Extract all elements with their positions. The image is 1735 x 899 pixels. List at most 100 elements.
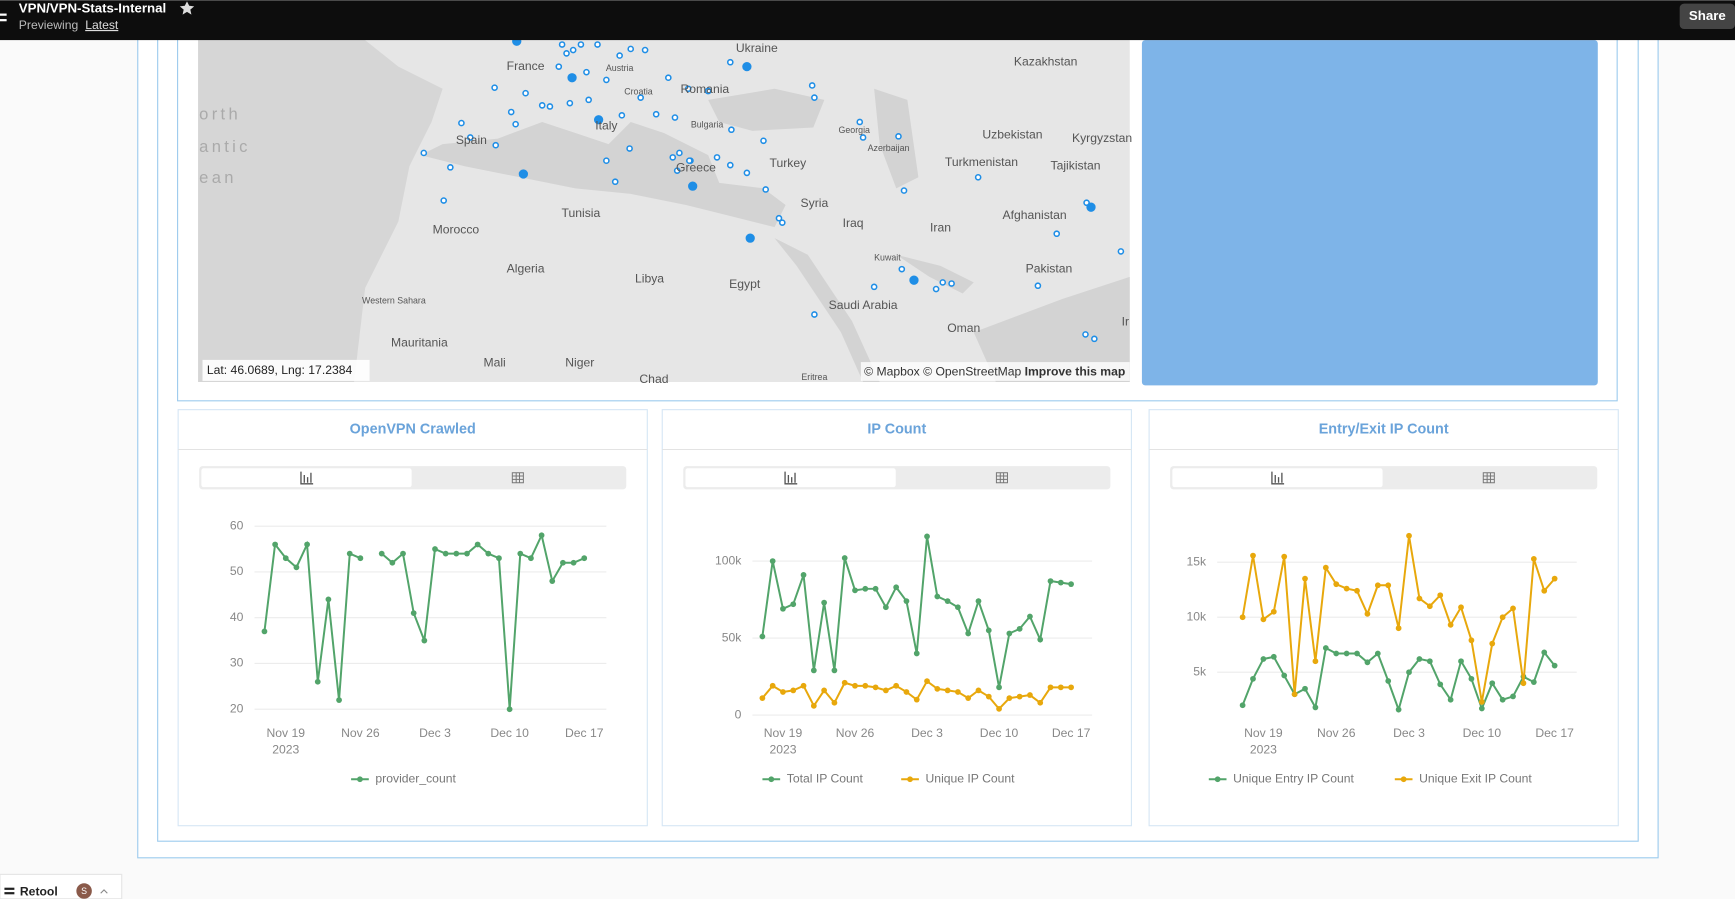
- avatar[interactable]: [76, 883, 92, 899]
- map-label: Eritrea: [801, 372, 827, 382]
- version-link[interactable]: Latest: [85, 18, 119, 32]
- data-point: [841, 679, 848, 686]
- map-marker: [762, 186, 770, 193]
- data-point: [882, 604, 889, 611]
- map-label: Western Sahara: [362, 296, 426, 306]
- legend-dot: [907, 776, 913, 783]
- data-point: [1395, 706, 1402, 713]
- data-point: [1499, 696, 1506, 703]
- map-marker: [466, 134, 474, 141]
- data-point: [996, 684, 1002, 691]
- panel-title: OpenVPN Crawled: [350, 421, 476, 437]
- data-point: [1250, 552, 1256, 559]
- data-point: [1437, 681, 1444, 688]
- map-label: Saudi Arabia: [829, 298, 898, 312]
- chart-icon: [784, 471, 798, 485]
- map-marker: [726, 161, 734, 169]
- map-marker: [808, 82, 816, 89]
- data-point: [538, 532, 545, 539]
- map-marker: [420, 149, 428, 157]
- map-marker: [728, 126, 735, 134]
- chart-view-tab[interactable]: [685, 468, 896, 488]
- mediterranean: [420, 121, 786, 228]
- data-point: [304, 541, 310, 548]
- data-point: [1006, 695, 1013, 701]
- map-label: orth: [199, 105, 241, 124]
- map-marker: [627, 45, 635, 53]
- data-point: [955, 689, 961, 695]
- data-point: [1510, 693, 1516, 700]
- map-marker: [611, 178, 619, 186]
- ocean: [198, 40, 443, 383]
- data-point: [903, 598, 910, 604]
- table-icon[interactable]: [511, 472, 524, 484]
- menu-icon[interactable]: [0, 13, 7, 16]
- share-label[interactable]: Share: [1689, 8, 1726, 23]
- map-marker: [856, 118, 864, 126]
- data-point: [1458, 604, 1464, 611]
- data-point: [336, 697, 342, 703]
- data-point: [1530, 556, 1537, 562]
- data-point: [1520, 680, 1527, 687]
- data-point: [570, 559, 577, 566]
- data-point: [975, 598, 982, 604]
- data-point: [1270, 653, 1277, 660]
- improve-map-link[interactable]: Improve this map: [1025, 364, 1126, 378]
- data-point: [1499, 614, 1506, 621]
- map-marker: [440, 197, 448, 204]
- legend-label[interactable]: provider_count: [375, 771, 456, 785]
- map-marker: [870, 283, 878, 291]
- legend-label[interactable]: Unique Entry IP Count: [1233, 771, 1354, 785]
- map-marker: [704, 87, 712, 95]
- map-marker: [895, 133, 902, 140]
- chart-view-tab[interactable]: [201, 468, 412, 488]
- data-point: [882, 687, 889, 694]
- map-marker: [1034, 282, 1042, 290]
- data-point: [913, 650, 920, 657]
- x-year-label: 2023: [769, 743, 796, 757]
- data-point: [1364, 659, 1371, 666]
- data-point: [1447, 696, 1454, 703]
- data-point: [1354, 650, 1360, 657]
- data-point: [893, 682, 900, 689]
- data-point: [464, 550, 470, 557]
- data-point: [944, 598, 951, 604]
- data-point: [378, 550, 385, 557]
- data-point: [1385, 582, 1392, 589]
- panel-title: IP Count: [867, 421, 926, 437]
- legend-label[interactable]: Unique Exit IP Count: [1419, 771, 1532, 785]
- data-point: [1333, 581, 1340, 588]
- series-line: [263, 532, 585, 710]
- data-point: [934, 593, 941, 600]
- data-point: [549, 578, 556, 584]
- star-icon[interactable]: [179, 1, 195, 15]
- menu-icon-line: [0, 19, 7, 22]
- map-marker: [859, 134, 867, 141]
- data-point: [1437, 592, 1444, 599]
- data-point: [1027, 613, 1033, 620]
- map-label: antic: [199, 137, 251, 156]
- avatar-initial: S: [81, 886, 87, 896]
- legend-label[interactable]: Total IP Count: [787, 771, 864, 785]
- map-marker: [898, 265, 906, 273]
- share-button[interactable]: [1679, 3, 1735, 30]
- map-label: Ukraine: [736, 41, 778, 55]
- data-point: [1551, 575, 1558, 582]
- data-point: [872, 585, 879, 592]
- x-tick-label: Nov 19: [1244, 726, 1283, 740]
- map-label: Morocco: [433, 223, 480, 237]
- footer-caret[interactable]: [100, 889, 108, 894]
- legend-label[interactable]: Unique IP Count: [926, 771, 1016, 785]
- data-point: [1322, 564, 1329, 571]
- map[interactable]: Lat: 46.0689, Lng: 17.2384 © Mapbox © Op…: [198, 36, 1132, 386]
- data-point: [1385, 678, 1392, 684]
- chart-view-tab[interactable]: [1172, 468, 1383, 488]
- table-icon[interactable]: [995, 472, 1008, 484]
- map-label: Egypt: [729, 277, 761, 291]
- data-point: [1426, 603, 1433, 610]
- data-point: [1291, 691, 1298, 698]
- map-marker: [684, 85, 692, 93]
- x-tick-label: Nov 19: [764, 726, 803, 740]
- table-icon[interactable]: [1482, 472, 1495, 484]
